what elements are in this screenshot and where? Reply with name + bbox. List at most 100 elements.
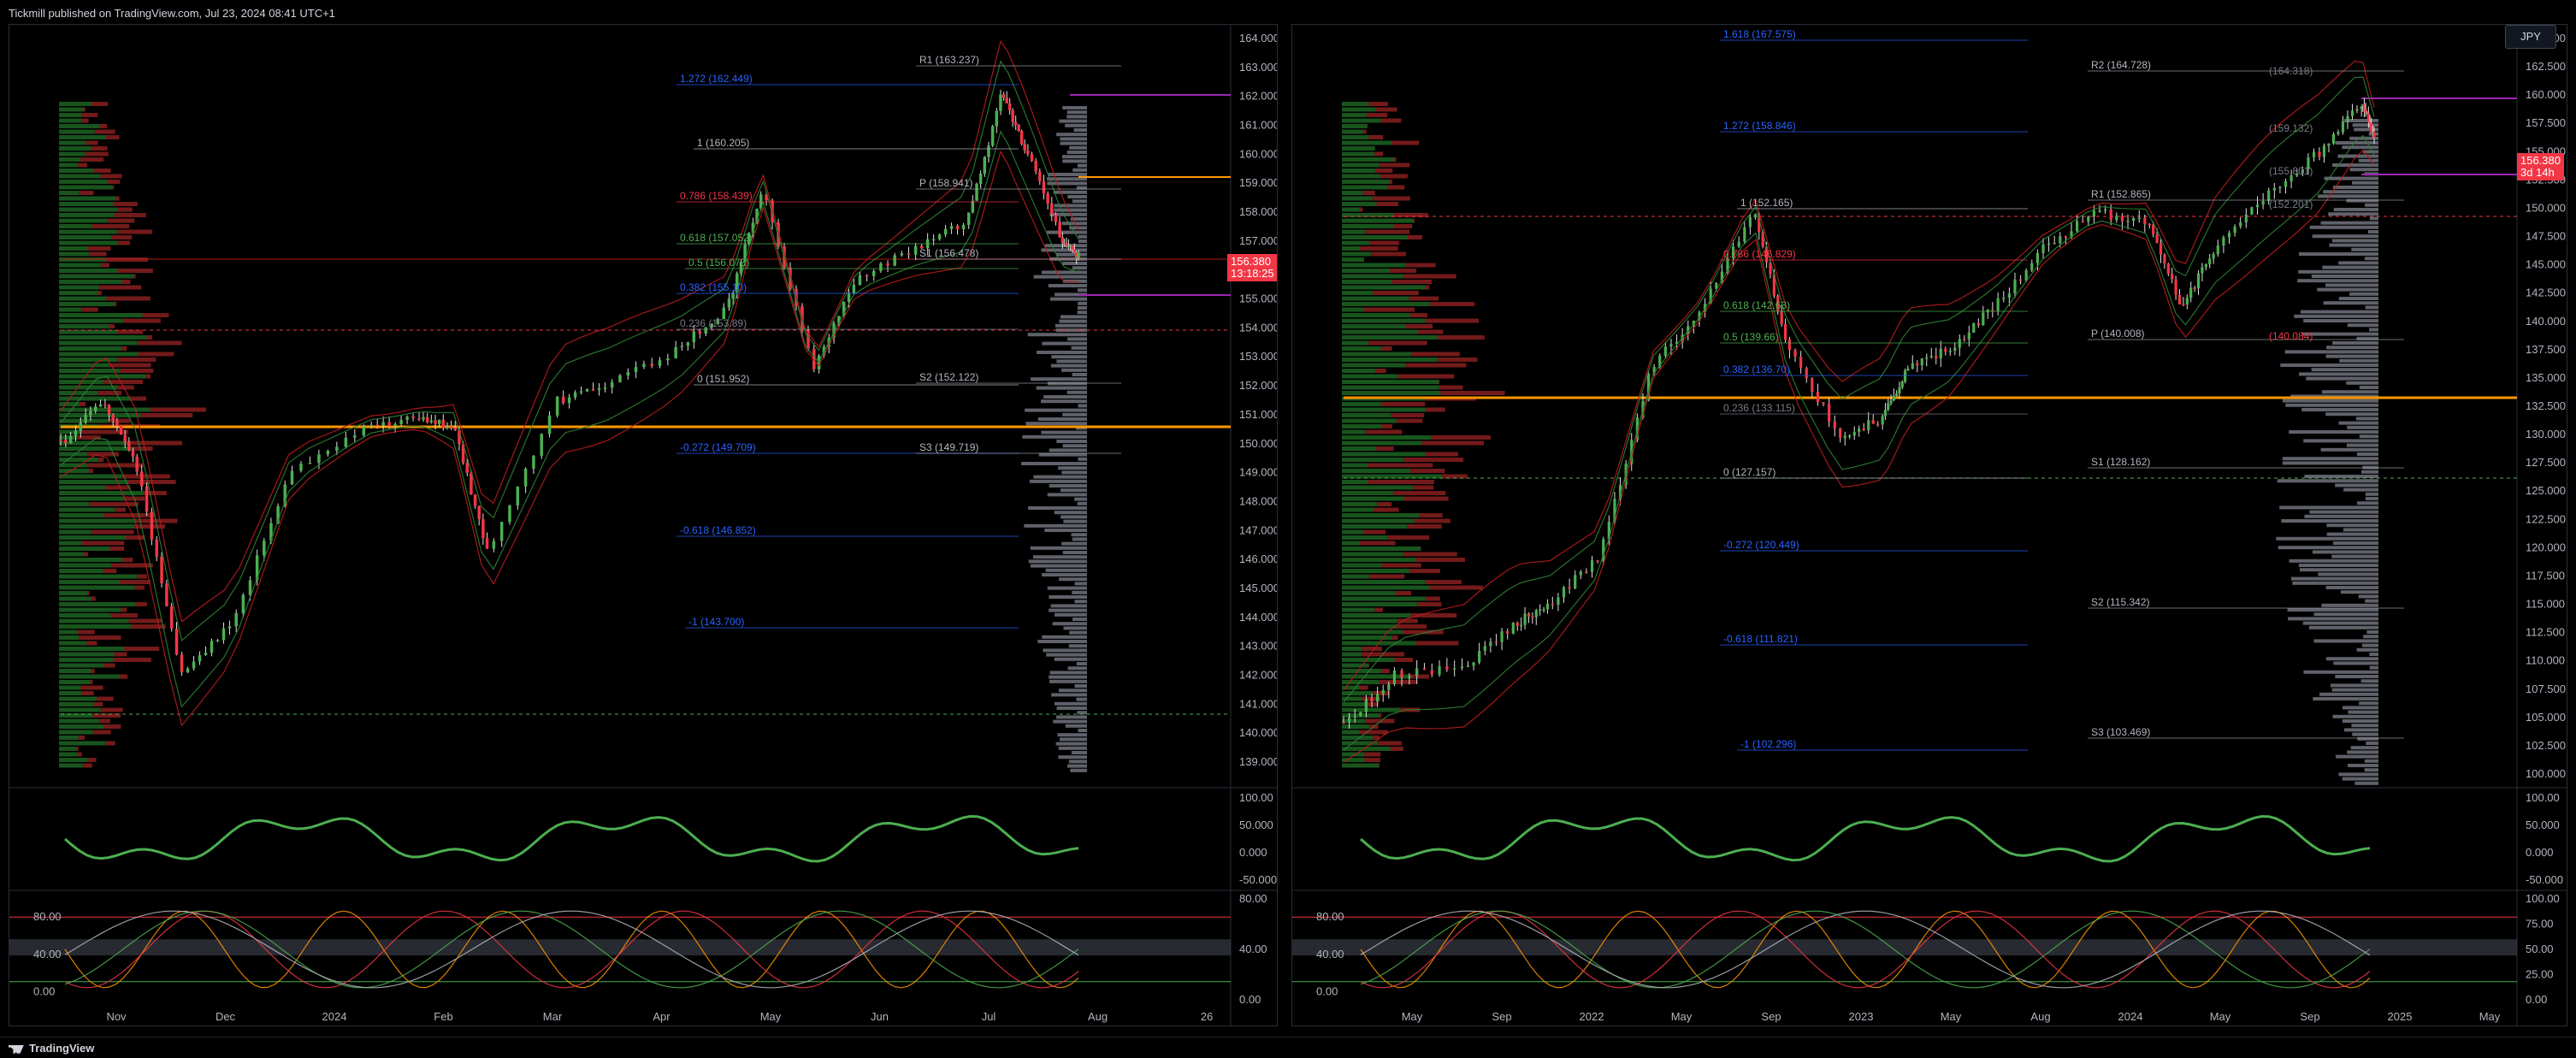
- volume-profile-bar: [1342, 391, 1440, 395]
- candle-body: [369, 425, 373, 427]
- candle-body: [482, 519, 485, 538]
- session-volume-bar: [2356, 417, 2378, 420]
- volume-profile-bar: [1380, 680, 1417, 684]
- volume-profile-bar: [1342, 180, 1390, 184]
- candle-body: [2175, 280, 2177, 295]
- volume-profile-bar: [1342, 324, 1405, 328]
- session-volume-bar: [1072, 533, 1087, 536]
- session-volume-bar: [2280, 364, 2378, 367]
- volume-profile-bar: [77, 753, 81, 757]
- session-volume-bar: [1033, 476, 1087, 479]
- session-volume-bar: [1026, 422, 1087, 425]
- session-volume-bar: [1072, 373, 1087, 376]
- session-volume-bar: [2313, 639, 2378, 642]
- session-volume-bar: [1061, 470, 1087, 474]
- candle-body: [975, 184, 978, 201]
- candle-body: [956, 226, 960, 229]
- candle-body: [151, 511, 154, 540]
- candle-body: [659, 360, 662, 366]
- session-volume-bar: [2324, 301, 2378, 304]
- candle-body: [1489, 641, 1492, 646]
- session-volume-bar: [2333, 661, 2378, 665]
- candle-body: [1008, 103, 1012, 110]
- volume-profile-bar: [1342, 669, 1381, 673]
- session-volume-bar: [2326, 346, 2378, 349]
- volume-profile-bar: [59, 591, 87, 595]
- session-volume-bar: [2299, 372, 2378, 375]
- candle-body: [2159, 243, 2162, 255]
- candle-body: [853, 285, 856, 293]
- candle-body: [2355, 109, 2358, 111]
- candle-body: [103, 405, 107, 406]
- candle-body: [242, 595, 245, 613]
- volume-profile-bar: [59, 602, 135, 606]
- volume-profile-bar: [59, 613, 110, 618]
- candle-body: [465, 463, 469, 473]
- session-volume-bar: [2318, 194, 2378, 198]
- session-volume-bar: [1056, 359, 1087, 363]
- volume-profile-bar: [1342, 658, 1394, 662]
- candle-body: [1844, 435, 1846, 438]
- candle-body: [2284, 181, 2287, 187]
- candle-body: [2148, 224, 2151, 226]
- candle-body: [2163, 255, 2165, 263]
- price-axis-label: 117.500: [2526, 569, 2565, 582]
- session-volume-bar: [1072, 618, 1087, 621]
- session-volume-bar: [1062, 262, 1087, 265]
- candle-body: [1011, 110, 1014, 122]
- session-volume-bar: [1031, 547, 1087, 550]
- price-axis-label: 145.000: [2526, 258, 2566, 271]
- session-volume-bar: [2312, 275, 2378, 278]
- session-volume-bar: [1049, 484, 1087, 488]
- fib-label: 0.5 (139.66): [1723, 331, 1779, 343]
- volume-profile-bar: [59, 269, 118, 273]
- time-axis-label: 26: [1201, 1010, 1213, 1023]
- volume-profile-bar: [59, 630, 78, 635]
- left-chart-canvas[interactable]: 164.000163.000162.000161.000160.000159.0…: [9, 25, 1278, 1026]
- session-volume-bar: [1022, 435, 1087, 439]
- fib-label: 0 (127.157): [1723, 466, 1775, 478]
- currency-button[interactable]: JPY: [2505, 25, 2556, 49]
- session-volume-bar: [1049, 448, 1087, 452]
- volume-profile-bar: [1393, 491, 1445, 495]
- session-volume-bar: [2285, 350, 2378, 353]
- volume-profile-bar: [1342, 541, 1360, 546]
- candle-body: [1478, 651, 1480, 662]
- candle-body: [1788, 340, 1791, 350]
- volume-profile-bar: [1342, 569, 1409, 573]
- volume-profile-bar: [59, 130, 95, 134]
- volume-profile-bar: [1391, 747, 1403, 751]
- volume-profile-bar: [1380, 713, 1382, 718]
- volume-profile-bar: [107, 219, 134, 223]
- volume-profile-bar: [1342, 108, 1376, 112]
- session-volume-bar: [2301, 310, 2378, 314]
- candle-body: [2327, 144, 2330, 146]
- candle-body: [2250, 207, 2253, 215]
- session-volume-bar: [2332, 689, 2378, 692]
- session-volume-bar: [1067, 391, 1087, 394]
- session-volume-bar: [1038, 417, 1087, 421]
- candle-body: [1977, 323, 1980, 325]
- session-volume-bar: [1078, 235, 1087, 239]
- candle-body: [950, 226, 954, 229]
- session-volume-bar: [2303, 439, 2378, 442]
- session-volume-bar: [2344, 119, 2378, 122]
- candle-body: [2337, 132, 2339, 133]
- volume-profile-bar: [84, 553, 88, 557]
- tradingview-logo[interactable]: TradingView: [9, 1042, 94, 1055]
- right-chart-canvas[interactable]: 165.000162.500160.000157.500155.000152.5…: [1292, 25, 2567, 1026]
- candle-body: [1539, 609, 1541, 611]
- volume-profile-bar: [59, 486, 106, 490]
- session-volume-bar: [1042, 270, 1087, 274]
- candle-body: [438, 420, 441, 424]
- candle-body: [59, 440, 62, 441]
- candle-body: [2228, 233, 2230, 237]
- right-chart-panel[interactable]: 165.000162.500160.000157.500155.000152.5…: [1291, 24, 2567, 1026]
- candle-body: [422, 417, 425, 420]
- volume-profile-bar: [1342, 235, 1408, 239]
- candle-body: [1043, 181, 1046, 193]
- session-volume-bar: [2348, 764, 2378, 767]
- candle-body: [2364, 109, 2366, 114]
- volume-profile-bar: [59, 102, 92, 106]
